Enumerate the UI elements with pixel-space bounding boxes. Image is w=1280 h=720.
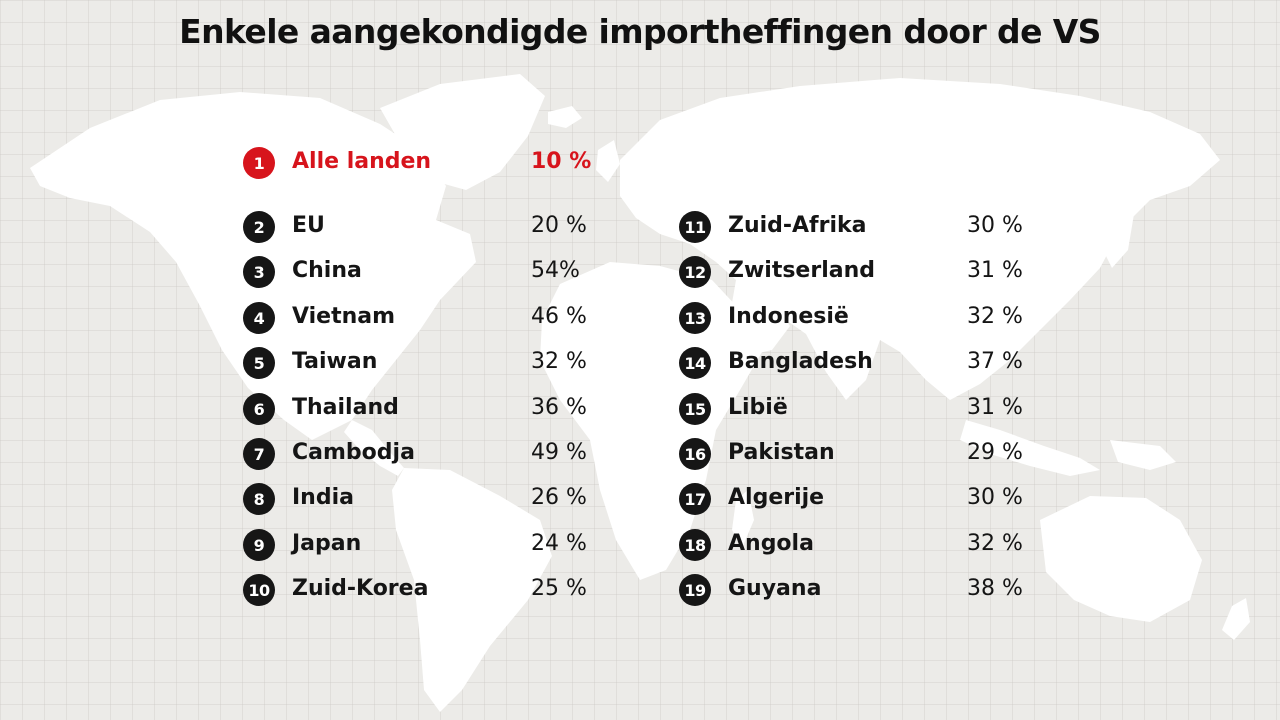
tariff-percentage: 46 % [531,304,587,329]
tariff-percentage: 25 % [531,576,587,601]
list-item: 10 Zuid-Korea 25 % [243,570,623,610]
country-name: Thailand [292,395,399,420]
list-item: 2 EU 20 % [243,207,623,247]
country-name: Pakistan [728,440,835,465]
tariff-percentage: 29 % [967,440,1023,465]
list-item: 18 Angola 32 % [679,525,1059,565]
tariff-percentage: 30 % [967,213,1023,238]
tariff-percentage: 24 % [531,531,587,556]
rank-badge: 5 [243,347,275,379]
highlight-row: 1 Alle landen 10 % [243,143,623,183]
list-item: 12 Zwitserland 31 % [679,252,1059,292]
list-item: 5 Taiwan 32 % [243,343,623,383]
list-item: 14 Bangladesh 37 % [679,343,1059,383]
rank-badge: 19 [679,574,711,606]
list-item: 15 Libië 31 % [679,389,1059,429]
country-name: China [292,258,362,283]
country-name: Zuid-Korea [292,576,429,601]
rank-badge: 18 [679,529,711,561]
list-item: 16 Pakistan 29 % [679,434,1059,474]
list-item: 8 India 26 % [243,479,623,519]
rank-badge: 15 [679,393,711,425]
list-item: 19 Guyana 38 % [679,570,1059,610]
country-name: Indonesië [728,304,849,329]
list-item: 9 Japan 24 % [243,525,623,565]
country-name: Zwitserland [728,258,875,283]
tariff-percentage: 30 % [967,485,1023,510]
rank-badge: 13 [679,302,711,334]
country-name: India [292,485,354,510]
country-name: Zuid-Afrika [728,213,867,238]
country-name: Taiwan [292,349,378,374]
country-name: Algerije [728,485,825,510]
list-item: 11 Zuid-Afrika 30 % [679,207,1059,247]
rank-badge: 17 [679,483,711,515]
page-title: Enkele aangekondigde importheffingen doo… [179,12,1101,51]
country-name: Libië [728,395,788,420]
tariff-percentage: 32 % [967,304,1023,329]
rank-badge: 3 [243,256,275,288]
list-item: 3 China 54% [243,252,623,292]
country-name: Guyana [728,576,822,601]
list-item: 17 Algerije 30 % [679,479,1059,519]
list-item: 4 Vietnam 46 % [243,298,623,338]
tariff-percentage: 49 % [531,440,587,465]
rank-badge: 14 [679,347,711,379]
country-name: Cambodja [292,440,415,465]
list-item: 7 Cambodja 49 % [243,434,623,474]
tariff-percentage: 36 % [531,395,587,420]
list-item: 13 Indonesië 32 % [679,298,1059,338]
rank-badge: 2 [243,211,275,243]
country-name: Japan [292,531,362,556]
rank-badge: 8 [243,483,275,515]
tariff-percentage: 31 % [967,258,1023,283]
tariff-percentage: 20 % [531,213,587,238]
rank-badge: 12 [679,256,711,288]
tariff-percentage: 38 % [967,576,1023,601]
tariff-percentage: 32 % [531,349,587,374]
rank-badge: 4 [243,302,275,334]
country-name: Bangladesh [728,349,873,374]
tariff-percentage: 32 % [967,531,1023,556]
list-item: 6 Thailand 36 % [243,389,623,429]
country-name: Alle landen [292,149,432,174]
rank-badge: 6 [243,393,275,425]
rank-badge: 10 [243,574,275,606]
rank-badge: 7 [243,438,275,470]
tariff-percentage: 31 % [967,395,1023,420]
tariff-percentage: 10 % [531,149,592,174]
country-name: EU [292,213,325,238]
rank-badge: 9 [243,529,275,561]
rank-badge: 16 [679,438,711,470]
country-name: Vietnam [292,304,396,329]
tariff-percentage: 54% [531,258,580,283]
rank-badge: 1 [243,147,275,179]
tariff-percentage: 37 % [967,349,1023,374]
country-name: Angola [728,531,814,556]
rank-badge: 11 [679,211,711,243]
tariff-percentage: 26 % [531,485,587,510]
